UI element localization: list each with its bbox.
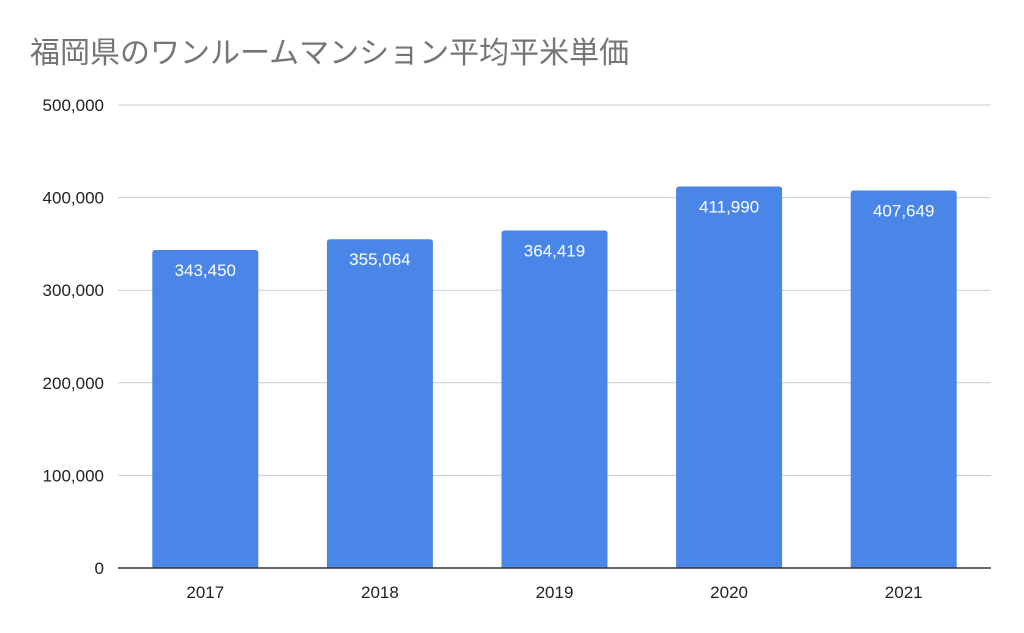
- bars: [152, 186, 957, 568]
- bar-2017: [152, 249, 259, 568]
- x-tick-label: 2020: [710, 583, 748, 602]
- x-tick-label: 2021: [885, 583, 923, 602]
- y-tick-label: 300,000: [43, 281, 104, 300]
- data-label: 343,450: [175, 261, 236, 280]
- bar-2019: [501, 230, 608, 568]
- data-labels: 343,450 355,064 364,419 411,990 407,649: [175, 197, 935, 279]
- y-tick-label: 500,000: [43, 96, 104, 115]
- data-label: 364,419: [524, 242, 585, 261]
- y-axis-ticks: 0 100,000 200,000 300,000 400,000 500,000: [43, 96, 104, 578]
- x-tick-label: 2019: [536, 583, 574, 602]
- data-label: 411,990: [699, 197, 759, 216]
- y-tick-label: 100,000: [43, 466, 104, 485]
- bar-2020: [676, 186, 783, 568]
- bar-2021: [850, 190, 957, 568]
- x-tick-label: 2018: [361, 583, 399, 602]
- bar-2018: [326, 239, 433, 568]
- y-tick-label: 200,000: [43, 374, 104, 393]
- chart-title: 福岡県のワンルームマンション平均平米単価: [30, 36, 630, 71]
- data-label: 355,064: [349, 250, 410, 269]
- x-tick-label: 2017: [186, 583, 224, 602]
- data-label: 407,649: [873, 202, 934, 221]
- y-tick-label: 0: [95, 559, 104, 578]
- x-axis-ticks: 2017 2018 2019 2020 2021: [186, 583, 922, 602]
- y-tick-label: 400,000: [43, 189, 104, 208]
